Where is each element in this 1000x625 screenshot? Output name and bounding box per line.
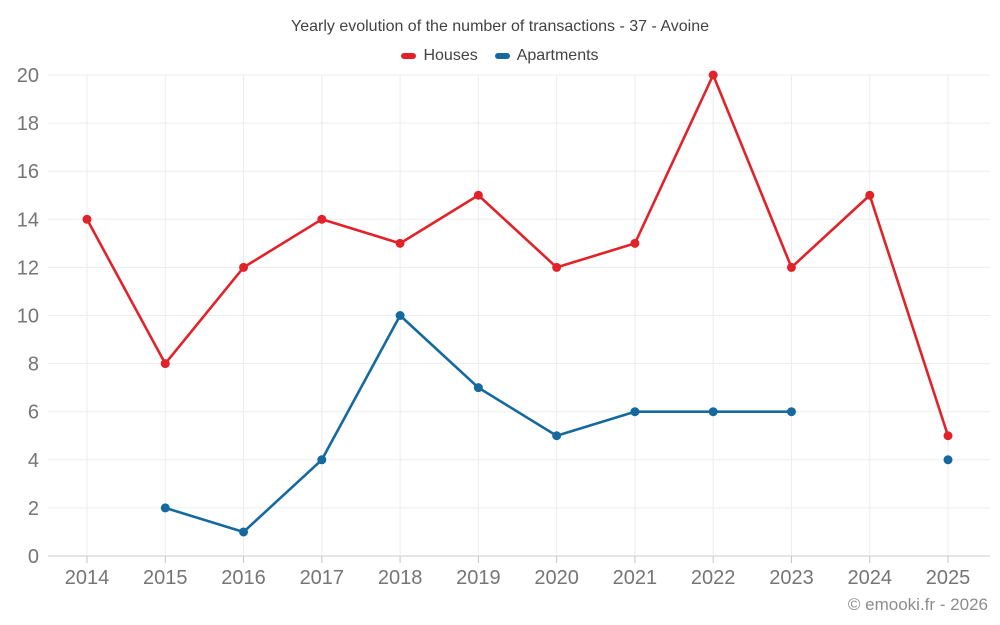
data-point-houses-2017[interactable]: [317, 214, 327, 224]
legend-label-houses: Houses: [423, 47, 478, 64]
data-point-houses-2016[interactable]: [239, 262, 249, 272]
data-point-houses-2021[interactable]: [630, 238, 640, 248]
data-point-houses-2019[interactable]: [473, 190, 483, 200]
data-point-apartments-2019[interactable]: [473, 383, 483, 393]
houses-swatch-icon: [401, 53, 417, 59]
data-point-houses-2025[interactable]: [943, 431, 953, 441]
x-axis-tick-label: 2017: [300, 567, 345, 589]
data-point-apartments-2017[interactable]: [317, 455, 327, 465]
x-axis-tick-label: 2022: [691, 567, 736, 589]
x-axis-tick-label: 2025: [926, 567, 971, 589]
data-point-houses-2023[interactable]: [786, 262, 796, 272]
x-axis-tick-label: 2016: [221, 567, 266, 589]
x-axis-tick-label: 2023: [769, 567, 814, 589]
y-axis-tick-label: 18: [17, 113, 39, 135]
data-point-apartments-2020[interactable]: [552, 431, 562, 441]
chart-legend: Houses Apartments: [0, 46, 1000, 66]
x-axis-tick-label: 2021: [613, 567, 658, 589]
y-axis-tick-label: 6: [28, 402, 39, 424]
y-axis-tick-label: 20: [17, 65, 39, 87]
legend-item-apartments[interactable]: Apartments: [494, 47, 599, 65]
x-axis-tick-label: 2020: [534, 567, 579, 589]
legend-item-houses[interactable]: Houses: [401, 47, 478, 65]
y-axis-tick-label: 0: [28, 546, 39, 568]
chart-title: Yearly evolution of the number of transa…: [290, 18, 710, 35]
x-axis-tick-label: 2014: [65, 567, 110, 589]
y-axis-tick-label: 4: [28, 450, 39, 472]
y-axis-tick-label: 16: [17, 161, 39, 183]
data-point-apartments-2016[interactable]: [239, 527, 249, 537]
data-point-houses-2018[interactable]: [395, 238, 405, 248]
data-point-houses-2020[interactable]: [552, 262, 562, 272]
series-line-houses: [85, 73, 950, 438]
x-axis-tick-label: 2019: [456, 567, 501, 589]
legend-label-apartments: Apartments: [516, 47, 599, 64]
data-point-houses-2014[interactable]: [82, 214, 92, 224]
data-point-apartments-2015[interactable]: [160, 503, 170, 513]
data-point-apartments-2023[interactable]: [786, 407, 796, 417]
x-axis-tick-label: 2024: [847, 567, 892, 589]
y-axis-tick-label: 2: [28, 498, 39, 520]
y-axis-tick-label: 12: [17, 257, 39, 279]
data-point-apartments-2018[interactable]: [395, 311, 405, 320]
x-axis-tick-label: 2015: [143, 567, 188, 589]
copyright-credit: © emooki.fr - 2026: [847, 595, 988, 614]
y-axis-tick-label: 14: [17, 209, 39, 231]
y-axis-tick-label: 10: [17, 306, 39, 328]
x-axis-tick-label: 2018: [378, 567, 423, 589]
data-point-houses-2022[interactable]: [708, 70, 718, 80]
apartments-swatch-icon: [494, 53, 510, 59]
y-axis-tick-label: 8: [28, 354, 39, 376]
data-point-apartments-2021[interactable]: [630, 407, 640, 417]
data-point-houses-2015[interactable]: [160, 359, 170, 369]
data-point-apartments-2022[interactable]: [708, 407, 718, 417]
data-point-apartments-2025[interactable]: [943, 455, 953, 465]
data-point-houses-2024[interactable]: [865, 190, 875, 200]
